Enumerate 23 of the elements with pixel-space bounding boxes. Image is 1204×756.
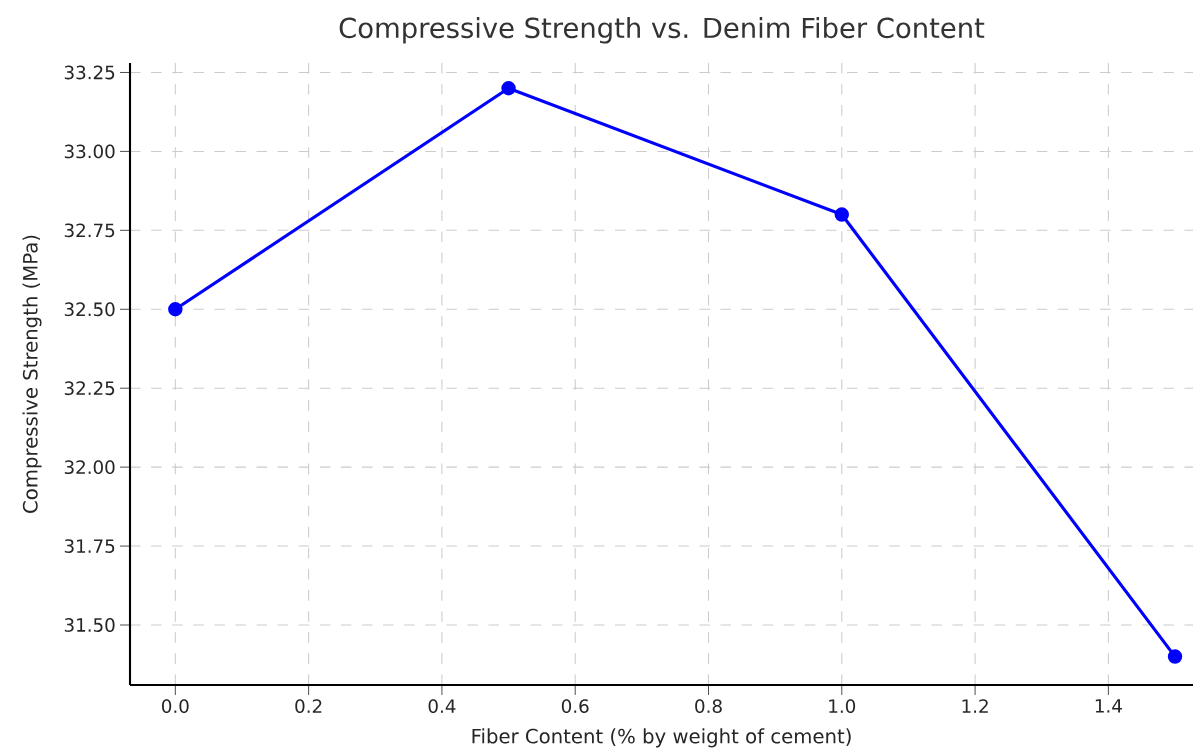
x-tick-label: 0.0 [162, 699, 189, 714]
x-tick-label: 0.4 [428, 699, 456, 714]
x-tick-label: 0.2 [295, 699, 322, 714]
x-tick-label: 1.0 [829, 699, 856, 714]
y-axis-title: Compressive Strength (MPa) [22, 235, 42, 513]
point [1167, 649, 1183, 664]
y-tick-label: 32.75 [64, 223, 115, 238]
y-tick-label: 33.00 [64, 144, 115, 159]
y-tick-label: 32.00 [64, 460, 115, 475]
point [501, 81, 516, 96]
x-axis-title: Fiber Content (% by weight of cement) [472, 728, 851, 748]
x-tick-label: 1.4 [1095, 699, 1122, 713]
x-tick-label: 0.8 [695, 699, 722, 714]
y-tick-label: 32.25 [64, 381, 115, 396]
y-tick-label: 31.75 [64, 539, 115, 554]
y-tick-label: 33.25 [64, 65, 115, 80]
chart-title: Compressive Strength vs. Denim Fiber Content [339, 17, 985, 44]
x-tick-label: 1.2 [962, 699, 988, 713]
point [834, 207, 849, 222]
point [168, 302, 183, 317]
y-tick-label: 31.50 [64, 618, 115, 632]
x-tick-label: 0.6 [561, 699, 589, 714]
y-tick-label: 32.50 [64, 302, 115, 317]
